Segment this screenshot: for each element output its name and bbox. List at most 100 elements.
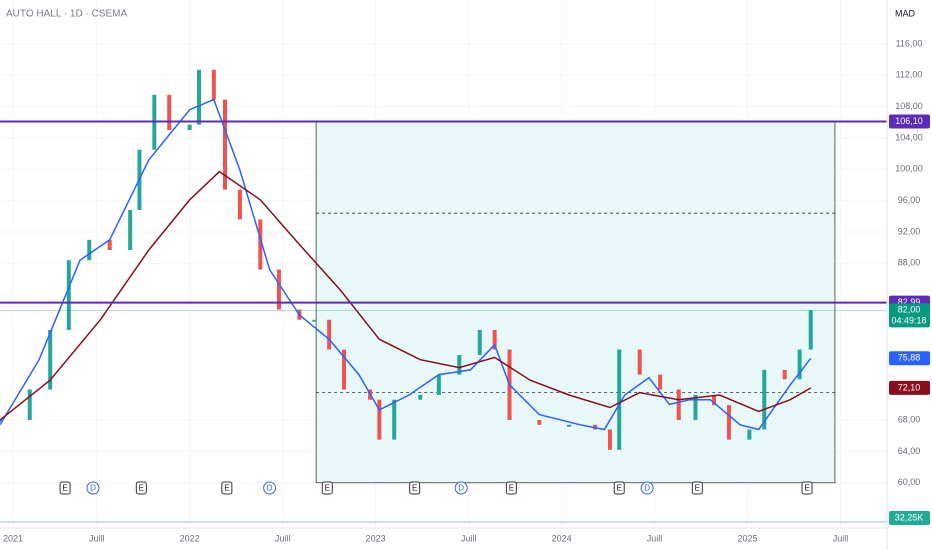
x-tick-label: Juill — [461, 533, 477, 543]
ma-label: 75,88 — [898, 353, 921, 363]
candle — [808, 310, 813, 350]
candle — [477, 329, 482, 356]
event-marker — [409, 481, 421, 495]
candle — [607, 429, 612, 450]
candle — [258, 219, 263, 270]
event-label: D — [458, 484, 464, 493]
event-marker — [59, 481, 71, 495]
candle — [87, 239, 92, 261]
ma-label: 72,10 — [898, 382, 921, 392]
event-marker — [454, 481, 468, 495]
event-marker — [640, 481, 654, 495]
y-tick-label: 96,00 — [898, 195, 921, 205]
ma-tag — [889, 351, 930, 366]
volume-label: 32,25K — [895, 512, 924, 522]
event-label: E — [617, 484, 622, 493]
candle — [436, 374, 441, 395]
candle — [418, 394, 423, 400]
candle — [377, 399, 382, 440]
event-label: D — [90, 484, 96, 493]
event-label: E — [224, 484, 229, 493]
candle — [392, 399, 397, 440]
candle — [797, 349, 802, 380]
candle — [637, 349, 642, 375]
event-marker — [135, 481, 147, 495]
y-tick-label: 112,00 — [896, 70, 923, 80]
candle — [342, 349, 347, 390]
candle — [312, 319, 317, 322]
candle — [276, 269, 281, 310]
candle — [196, 69, 201, 125]
event-marker — [691, 481, 703, 495]
last-price-countdown: 04:49:18 — [891, 316, 926, 326]
price-line-tag — [889, 114, 930, 129]
volume-tag — [889, 511, 930, 525]
y-tick-label: 104,00 — [895, 132, 923, 142]
x-tick-label: 2023 — [366, 533, 386, 543]
ma-tag — [889, 380, 930, 395]
event-marker — [321, 481, 333, 495]
x-tick-label: 2024 — [552, 533, 572, 543]
candle — [223, 99, 228, 190]
y-tick-label: 68,00 — [898, 414, 921, 424]
candle — [187, 124, 192, 131]
event-label: E — [62, 484, 67, 493]
y-tick-label: 92,00 — [898, 226, 921, 236]
event-label: E — [509, 484, 514, 493]
x-tick-label: Juill — [89, 533, 105, 543]
candle — [167, 94, 172, 131]
candle — [128, 210, 133, 250]
x-tick-label: Juill — [833, 533, 849, 543]
candle — [658, 374, 663, 390]
last-price-tag — [889, 303, 930, 328]
candle — [726, 405, 731, 440]
x-tick-label: 2025 — [738, 533, 758, 543]
candle — [617, 349, 622, 450]
candle — [693, 394, 698, 421]
moving-average — [0, 170, 812, 421]
candle — [237, 189, 242, 220]
event-marker — [86, 481, 100, 495]
candle — [537, 420, 542, 425]
candle — [762, 369, 767, 430]
x-tick-label: 2021 — [3, 533, 23, 543]
moving-average — [0, 98, 812, 431]
x-tick-label: Juill — [275, 533, 291, 543]
last-price-label: 82,00 — [898, 305, 921, 315]
event-marker — [505, 481, 517, 495]
event-marker — [801, 481, 813, 495]
candle — [567, 424, 572, 427]
event-label: E — [325, 484, 330, 493]
candle — [676, 389, 681, 421]
price-line-label: 82,99 — [898, 297, 921, 307]
x-tick-label: 2022 — [180, 533, 200, 543]
y-tick-label: 100,00 — [895, 164, 923, 174]
y-tick-label: 108,00 — [895, 101, 923, 111]
candle — [457, 355, 462, 375]
y-tick-label: 60,00 — [898, 477, 921, 487]
event-label: E — [412, 484, 417, 493]
event-label: E — [139, 484, 144, 493]
x-tick-label: Juill — [647, 533, 663, 543]
candle — [107, 239, 112, 250]
candle — [27, 389, 32, 421]
candle — [747, 429, 752, 440]
event-marker — [263, 481, 277, 495]
y-tick-label: 64,00 — [898, 446, 921, 456]
candle — [48, 329, 53, 390]
currency: MAD — [895, 8, 916, 18]
event-label: E — [695, 484, 700, 493]
event-label: D — [644, 484, 650, 493]
event-label: D — [267, 484, 273, 493]
y-tick-label: 116,00 — [896, 38, 923, 48]
candle — [492, 329, 497, 350]
price-line-label: 106,10 — [895, 116, 923, 126]
candle — [66, 260, 71, 330]
y-tick-label: 88,00 — [898, 258, 921, 268]
candle — [782, 369, 787, 380]
candle — [712, 394, 717, 406]
candle — [0, 420, 2, 423]
candle — [211, 69, 216, 100]
